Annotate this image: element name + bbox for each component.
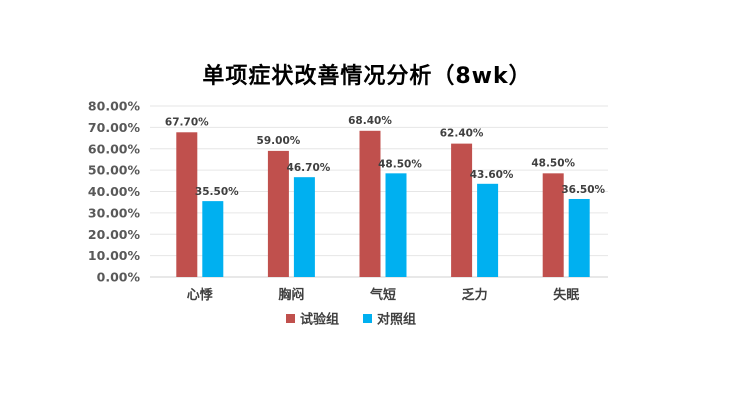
legend-swatch: [286, 314, 295, 323]
bar: [359, 130, 381, 277]
data-label: 62.40%: [440, 128, 484, 140]
x-axis-categories: 心悸 胸闷 气短 乏力 失眠: [187, 287, 579, 303]
x-tick-label: 胸闷: [278, 287, 304, 303]
x-tick-label: 气短: [370, 287, 396, 303]
y-tick-label: 40.00%: [88, 184, 141, 199]
legend-label: 试验组: [300, 312, 339, 328]
bar: [568, 198, 590, 277]
data-labels: 67.70% 35.50% 59.00% 46.70% 68.40% 48.50% 62.4…: [165, 115, 606, 198]
bar: [542, 173, 564, 277]
y-tick-label: 10.00%: [88, 248, 141, 263]
bar: [267, 150, 289, 277]
legend-label: 对照组: [377, 312, 416, 328]
y-tick-label: 50.00%: [88, 163, 141, 178]
bar: [385, 173, 407, 277]
y-axis-ticks: 0.00% 10.00% 20.00% 30.00% 40.00% 50.00% 60.00…: [88, 99, 141, 285]
legend: 试验组 对照组: [286, 312, 416, 328]
data-label: 35.50%: [195, 186, 239, 198]
x-tick-label: 乏力: [462, 287, 488, 303]
x-tick-label: 失眠: [553, 287, 579, 303]
data-label: 59.00%: [257, 135, 301, 147]
bar: [202, 201, 224, 277]
y-tick-label: 0.00%: [97, 270, 141, 285]
data-label: 48.50%: [531, 157, 575, 169]
y-tick-label: 30.00%: [88, 205, 141, 220]
data-label: 36.50%: [561, 184, 605, 196]
data-label: 46.70%: [287, 162, 331, 174]
data-label: 68.40%: [348, 115, 392, 127]
y-tick-label: 20.00%: [88, 227, 141, 242]
bar: [477, 183, 499, 277]
chart-title: 单项症状改善情况分析（8wk）: [202, 64, 532, 89]
data-label: 48.50%: [378, 158, 422, 170]
y-tick-label: 60.00%: [88, 141, 141, 156]
bar: [451, 143, 473, 277]
x-tick-label: 心悸: [187, 287, 214, 303]
bar: [176, 132, 198, 277]
data-label: 67.70%: [165, 116, 209, 128]
data-label: 43.60%: [470, 169, 514, 181]
y-tick-label: 80.00%: [88, 99, 141, 114]
y-tick-label: 70.00%: [88, 120, 141, 135]
legend-swatch: [363, 314, 372, 323]
bar: [293, 177, 315, 277]
bars: [176, 130, 590, 277]
